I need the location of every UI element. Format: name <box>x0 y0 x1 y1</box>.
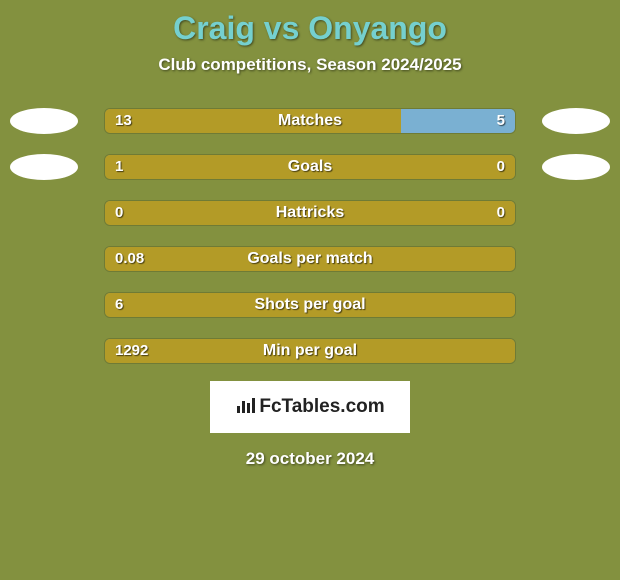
stat-bar: Min per goal1292 <box>104 338 516 364</box>
player1-name: Craig <box>173 10 255 46</box>
stat-row: Shots per goal6 <box>10 289 610 321</box>
stat-row: Hattricks00 <box>10 197 610 229</box>
bar-left-segment <box>105 293 515 317</box>
logo-box[interactable]: FcTables.com <box>210 381 410 433</box>
stat-row: Min per goal1292 <box>10 335 610 367</box>
stat-row: Matches135 <box>10 105 610 137</box>
infographic-container: Craig vs Onyango Club competitions, Seas… <box>0 0 620 580</box>
stat-value-left: 0.08 <box>115 246 144 272</box>
logo-text: FcTables.com <box>259 396 384 418</box>
stat-value-left: 1 <box>115 154 123 180</box>
subtitle: Club competitions, Season 2024/2025 <box>0 55 620 75</box>
stat-value-left: 13 <box>115 108 132 134</box>
stat-bar: Matches135 <box>104 108 516 134</box>
vs-text: vs <box>264 10 300 46</box>
chart-bars-icon <box>235 395 255 420</box>
date-text: 29 october 2024 <box>0 449 620 469</box>
stat-value-left: 6 <box>115 292 123 318</box>
stat-bar: Hattricks00 <box>104 200 516 226</box>
bar-left-segment <box>105 339 515 363</box>
bar-left-segment <box>105 201 515 225</box>
bar-left-segment <box>105 155 515 179</box>
stat-bar: Goals per match0.08 <box>104 246 516 272</box>
player2-name: Onyango <box>308 10 447 46</box>
avatar-right <box>542 108 610 134</box>
stat-row: Goals per match0.08 <box>10 243 610 275</box>
stat-value-right: 0 <box>497 200 505 226</box>
stat-value-right: 5 <box>497 108 505 134</box>
avatar-left <box>10 108 78 134</box>
page-title: Craig vs Onyango <box>0 0 620 47</box>
stat-value-right: 0 <box>497 154 505 180</box>
bar-left-segment <box>105 109 401 133</box>
avatar-right <box>542 154 610 180</box>
stat-value-left: 0 <box>115 200 123 226</box>
stat-value-left: 1292 <box>115 338 148 364</box>
stat-row: Goals10 <box>10 151 610 183</box>
stat-bar: Goals10 <box>104 154 516 180</box>
bar-left-segment <box>105 247 515 271</box>
stat-bar: Shots per goal6 <box>104 292 516 318</box>
avatar-left <box>10 154 78 180</box>
stats-block: Matches135Goals10Hattricks00Goals per ma… <box>0 105 620 367</box>
